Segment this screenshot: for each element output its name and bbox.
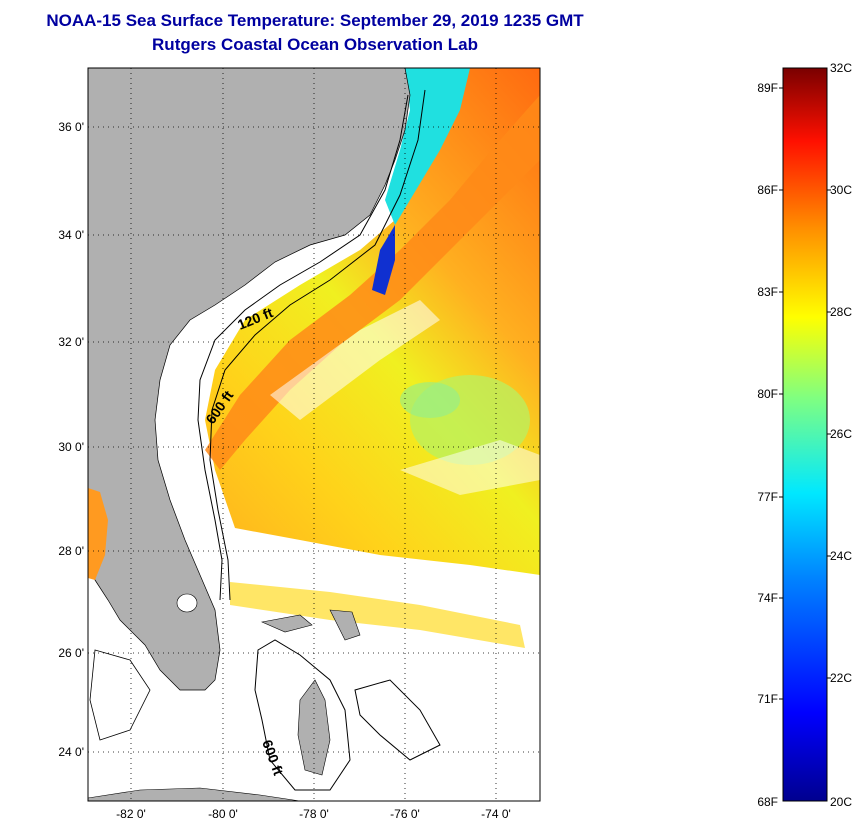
map-frame — [87, 67, 541, 802]
land-andros-island — [297, 679, 331, 776]
colorbar — [782, 67, 828, 802]
land-grand-bahama — [260, 614, 313, 633]
colorbar-c-label: 32C — [830, 61, 853, 75]
gulf-stream-band — [205, 95, 540, 470]
colorbar-c-label: 30C — [830, 183, 853, 197]
isobath-bahamas — [254, 639, 351, 791]
colorbar-c-label: 28C — [830, 305, 853, 319]
colorbar-f-label: 71F — [757, 692, 778, 706]
colorbar-f-label: 83F — [757, 285, 778, 299]
colorbar-f-label: 68F — [757, 795, 778, 809]
colorbar-f-label: 77F — [757, 490, 778, 504]
colorbar-f-label: 89F — [757, 81, 778, 95]
land-cuba — [88, 787, 301, 801]
isobath-exumas — [354, 679, 441, 761]
cloud-streak — [400, 440, 540, 495]
lon-label: -78 0' — [299, 807, 329, 821]
lon-label: -80 0' — [208, 807, 238, 821]
colorbar-ticks — [779, 87, 831, 700]
colorbar-c-label: 24C — [830, 549, 853, 563]
graticule — [88, 68, 540, 801]
land-southeast-us — [88, 68, 411, 691]
lon-label: -74 0' — [481, 807, 511, 821]
sst-swath-south — [230, 582, 525, 648]
cold-patch — [372, 225, 395, 295]
colorbar-c-label: 20C — [830, 795, 853, 809]
land-abaco — [329, 609, 361, 641]
lat-label: 36 0' — [58, 120, 84, 134]
map-subtitle: Rutgers Coastal Ocean Observation Lab — [152, 35, 478, 54]
lat-label: 28 0' — [58, 544, 84, 558]
lat-label: 24 0' — [58, 745, 84, 759]
lon-label: -76 0' — [390, 807, 420, 821]
lat-label: 26 0' — [58, 646, 84, 660]
lon-label: -82 0' — [116, 807, 146, 821]
lat-label: 32 0' — [58, 335, 84, 349]
map-title: NOAA-15 Sea Surface Temperature: Septemb… — [46, 11, 584, 30]
isobath-keys — [89, 649, 151, 741]
cool-nearshore-water — [385, 68, 470, 225]
lat-label: 34 0' — [58, 228, 84, 242]
colorbar-c-label: 22C — [830, 671, 853, 685]
gulf-sst-strip — [88, 488, 108, 580]
colorbar-f-label: 86F — [757, 183, 778, 197]
colorbar-c-label: 26C — [830, 427, 853, 441]
lat-label: 30 0' — [58, 440, 84, 454]
isobath-600ft — [209, 89, 426, 601]
lake-okeechobee — [176, 593, 198, 613]
isobath-120ft — [197, 94, 409, 601]
colorbar-f-label: 80F — [757, 387, 778, 401]
colorbar-f-label: 74F — [757, 591, 778, 605]
cloud-streak — [270, 300, 440, 420]
cool-water-patch — [400, 382, 460, 418]
